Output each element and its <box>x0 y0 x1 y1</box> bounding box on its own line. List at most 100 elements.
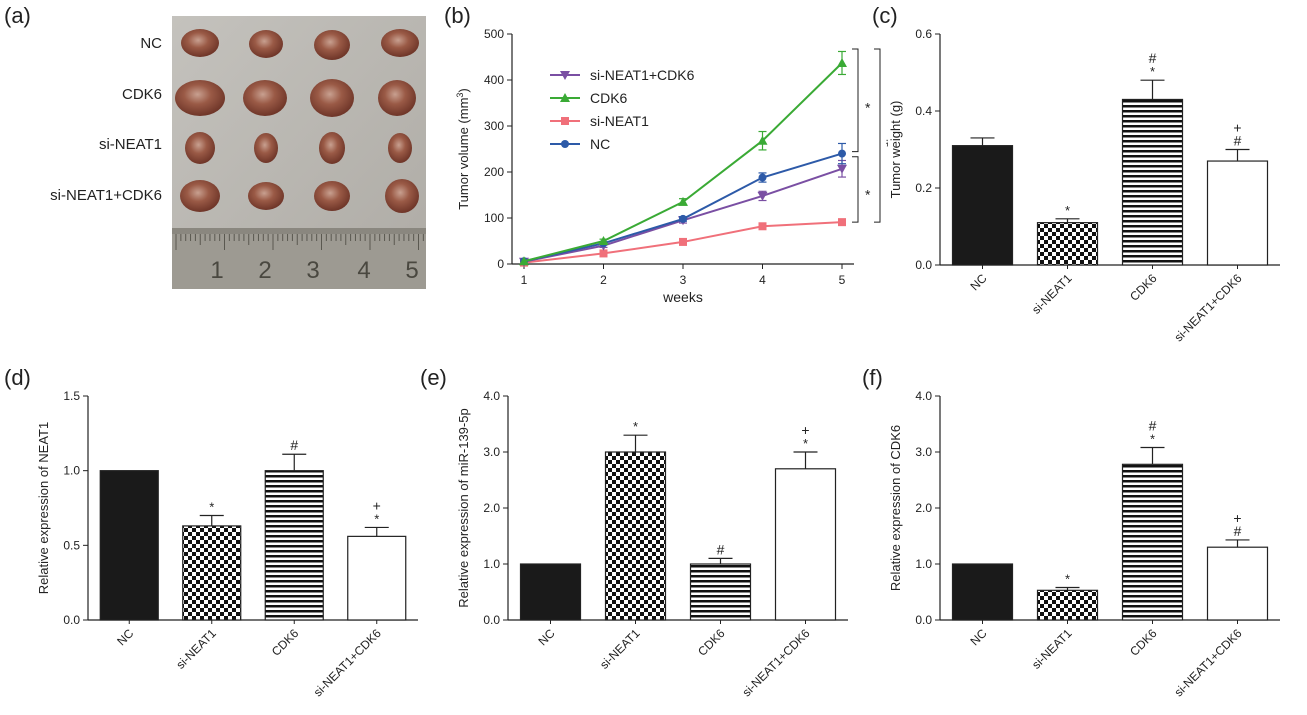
x-tick-label: si-NEAT1+CDK6 <box>1171 626 1244 699</box>
y-tick-label: 0.0 <box>915 613 932 627</box>
bar-cdk6 <box>1121 98 1184 266</box>
legend-marker <box>561 117 569 125</box>
y-tick-label: 1.0 <box>483 557 500 571</box>
bar-cdk6 <box>264 470 324 621</box>
y-tick-label: 0.0 <box>63 613 80 627</box>
y-axis-label: Relative expression of miR-139-5p <box>456 408 471 607</box>
data-point <box>757 191 768 201</box>
legend-label: si-NEAT1 <box>590 113 649 129</box>
ruler-mark: 4 <box>357 257 370 284</box>
y-tick-label: 0.6 <box>915 27 932 41</box>
bar-nc <box>99 470 159 621</box>
tumor-row-cdk6 <box>175 79 416 117</box>
x-tick-label: si-NEAT1 <box>597 626 643 672</box>
y-axis-label: Relative expression of CDK6 <box>888 425 903 591</box>
significance-mark: * <box>1065 572 1070 587</box>
significance-mark: # <box>290 437 298 453</box>
panel-label-c: (c) <box>872 3 898 28</box>
bar-cdk6 <box>1121 463 1184 621</box>
legend: si-NEAT1+CDK6 CDK6 si-NEAT1 NC <box>550 67 695 152</box>
y-tick-label: 500 <box>484 27 504 41</box>
significance-mark: * <box>865 99 871 115</box>
significance-mark: * <box>633 419 638 434</box>
tumor-row-si-neat1 <box>185 132 412 164</box>
photo-row-label-si-neat1-cdk6: si-NEAT1+CDK6 <box>50 187 162 204</box>
bar-si-neat1 <box>1036 222 1099 266</box>
y-tick-label: 3.0 <box>483 445 500 459</box>
significance-mark: # <box>1149 50 1157 66</box>
data-point <box>838 218 846 227</box>
chart-c: 0.0 0.2 0.4 0.6 Tumor weight (g) NC * si-NEAT1 *… <box>888 27 1280 344</box>
panel-label-e: (e) <box>420 365 447 390</box>
data-point <box>758 222 767 231</box>
tumor-row-nc <box>181 29 419 60</box>
chart-d: 0.0 0.5 1.0 1.5 Relative expression of NEAT1… <box>36 389 418 699</box>
panel-label-a: (a) <box>4 3 31 28</box>
bar-si-neat1-cdk6 <box>1206 160 1269 266</box>
significance-mark: * <box>1065 203 1070 218</box>
y-tick-label: 0 <box>497 257 504 271</box>
y-tick-label: 4.0 <box>915 389 932 403</box>
x-tick-label: CDK6 <box>269 626 302 659</box>
series-line <box>523 62 843 263</box>
x-tick-label: CDK6 <box>1127 271 1160 304</box>
significance-mark: # <box>1234 523 1242 539</box>
significance-mark: + <box>1233 120 1241 136</box>
significance-mark: * <box>803 436 808 451</box>
x-tick-label: 3 <box>680 273 687 287</box>
chart-b: 0 100 200 300 400 500 1 2 3 4 5 weeks Tumor volume (… <box>455 27 888 305</box>
tumor-row-si-neat1-cdk6 <box>180 179 419 213</box>
x-tick-label: NC <box>535 626 557 648</box>
bar-nc <box>951 563 1014 621</box>
bar-si-neat1 <box>1036 589 1099 621</box>
bar-nc <box>519 563 582 621</box>
significance-mark: * <box>209 499 214 514</box>
y-tick-label: 4.0 <box>483 389 500 403</box>
data-point <box>837 164 847 174</box>
ruler-mark: 5 <box>405 257 418 284</box>
panel-label-f: (f) <box>862 365 883 390</box>
legend-label: si-NEAT1+CDK6 <box>590 67 695 83</box>
bar-si-neat1 <box>182 525 242 621</box>
x-tick-label: NC <box>967 626 989 648</box>
x-tick-label: si-NEAT1+CDK6 <box>1171 271 1244 344</box>
data-point <box>838 149 846 158</box>
ruler: 1 2 3 4 5 <box>172 228 426 289</box>
y-tick-label: 1.0 <box>63 464 80 478</box>
ruler-mark: 3 <box>306 257 319 284</box>
y-axis-label: Relative expression of NEAT1 <box>36 422 51 594</box>
data-point <box>519 256 529 266</box>
y-axis-label: Tumor volume (mm3) <box>455 88 471 210</box>
photo-row-label-cdk6: CDK6 <box>121 86 162 103</box>
x-tick-label: NC <box>967 271 989 293</box>
bracket-cdk6-si <box>874 48 881 223</box>
photo-row-label-nc: NC <box>140 35 162 52</box>
x-tick-label: CDK6 <box>695 626 728 659</box>
significance-mark: * <box>1150 64 1155 79</box>
y-tick-label: 0.5 <box>63 538 80 552</box>
data-point <box>678 196 688 206</box>
x-tick-label: 2 <box>600 273 607 287</box>
y-tick-label: 200 <box>484 165 504 179</box>
y-axis-label: Tumor weight (g) <box>888 101 903 199</box>
bar-nc <box>951 145 1014 266</box>
panel-label-b: (b) <box>444 3 471 28</box>
chart-f: 0.0 1.0 2.0 3.0 4.0 Relative expression of CD… <box>888 389 1280 699</box>
significance-mark: # <box>886 134 888 150</box>
legend-marker <box>561 140 569 148</box>
x-tick-label: 4 <box>759 273 766 287</box>
x-tick-label: si-NEAT1+CDK6 <box>311 626 384 699</box>
y-tick-label: 100 <box>484 211 504 225</box>
x-axis-label: weeks <box>662 289 703 305</box>
x-tick-label: CDK6 <box>1127 626 1160 659</box>
legend-marker <box>560 93 570 102</box>
bar-cdk6 <box>689 563 752 621</box>
x-tick-label: 5 <box>839 273 846 287</box>
data-point <box>758 173 767 182</box>
x-tick-label: si-NEAT1+CDK6 <box>739 626 812 699</box>
y-tick-label: 0.2 <box>915 181 932 195</box>
y-tick-label: 1.0 <box>915 557 932 571</box>
significance-mark: # <box>1234 133 1242 149</box>
y-tick-label: 400 <box>484 73 504 87</box>
chart-e: 0.0 1.0 2.0 3.0 4.0 Relative expression of mi… <box>456 389 848 699</box>
